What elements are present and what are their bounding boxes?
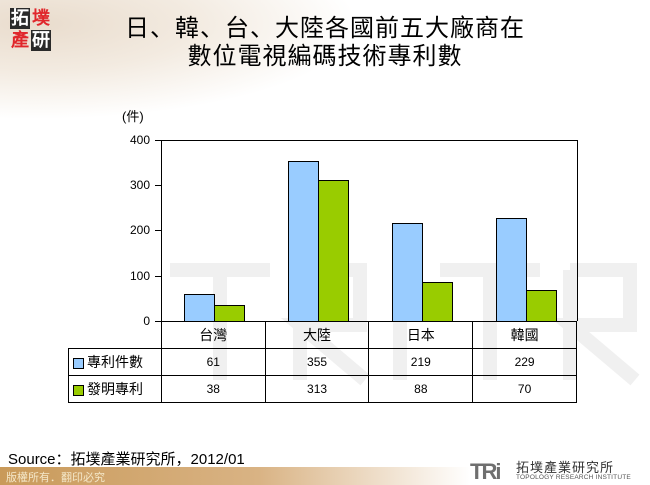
title-line-1: 日、韓、台、大陸各國前五大廠商在 [125,14,525,42]
y-tick-label: 300 [129,178,150,192]
legend-swatch-icon [73,384,84,396]
bar-invention-patents [318,180,349,322]
bar-patents [392,223,423,322]
bar-invention-patents [526,290,557,322]
y-tick-label: 400 [129,133,150,147]
footer-bar [0,467,470,485]
copyright-notice: 版權所有．翻印必究 [6,472,105,484]
background-decoration [0,0,360,120]
legend-swatch-icon [73,357,84,369]
table-cell: 38 [160,375,266,403]
y-tick-label: 100 [129,269,150,283]
y-tick-mark [155,140,161,141]
tri-brand-english: TOPOLOGY RESEARCH INSTITUTE [516,474,631,481]
bar-patents [496,218,527,322]
category-label: 大陸 [264,321,370,349]
company-logo: 拓 墣 產 研 [10,8,52,52]
table-cell: 313 [264,375,370,403]
y-tick-label: 0 [143,314,150,328]
table-row: 發明專利 38 313 88 70 [68,375,577,403]
tri-brand-logo: TRi 拓墣產業研究所 TOPOLOGY RESEARCH INSTITUTE [470,455,650,485]
table-cell: 88 [368,375,474,403]
table-corner [68,321,162,349]
table-cell: 355 [264,348,370,376]
tri-logo-mark: TRi [470,459,501,484]
logo-char: 墣 [32,8,50,29]
bar-invention-patents [214,305,245,322]
y-axis-unit: (件) [122,109,144,124]
category-label: 韓國 [472,321,577,349]
category-label: 台灣 [160,321,266,349]
legend-entry-invention-patents: 發明專利 [68,375,162,403]
table-cell: 219 [368,348,474,376]
legend-label: 發明專利 [87,382,143,398]
table-cell: 61 [160,348,266,376]
plot-area [161,140,578,322]
table-row: 專利件數 61 355 219 229 [68,348,577,376]
slide-title: 日、韓、台、大陸各國前五大廠商在 數位電視編碼技術專利數 [90,14,560,70]
title-line-2: 數位電視編碼技術專利數 [187,42,463,70]
bar-patents [184,294,215,322]
table-cell: 229 [472,348,577,376]
source-note: Source：拓墣產業研究所，2012/01 [8,451,245,468]
y-tick-mark [155,276,161,277]
table-header-row: 台灣 大陸 日本 韓國 [68,321,577,349]
legend-label: 專利件數 [87,355,143,371]
data-table: 台灣 大陸 日本 韓國 專利件數 61 355 219 229 發明專利 38 … [68,321,577,403]
logo-char: 研 [31,30,51,51]
table-cell: 70 [472,375,577,403]
logo-char: 拓 [10,8,30,29]
legend-entry-patents: 專利件數 [68,348,162,376]
category-label: 日本 [368,321,474,349]
tri-brand-chinese: 拓墣產業研究所 [516,461,615,476]
logo-char: 產 [11,30,29,51]
bar-invention-patents [422,282,453,322]
y-tick-label: 200 [129,223,150,237]
y-tick-mark [155,230,161,231]
bar-patents [288,161,319,322]
y-tick-mark [155,185,161,186]
